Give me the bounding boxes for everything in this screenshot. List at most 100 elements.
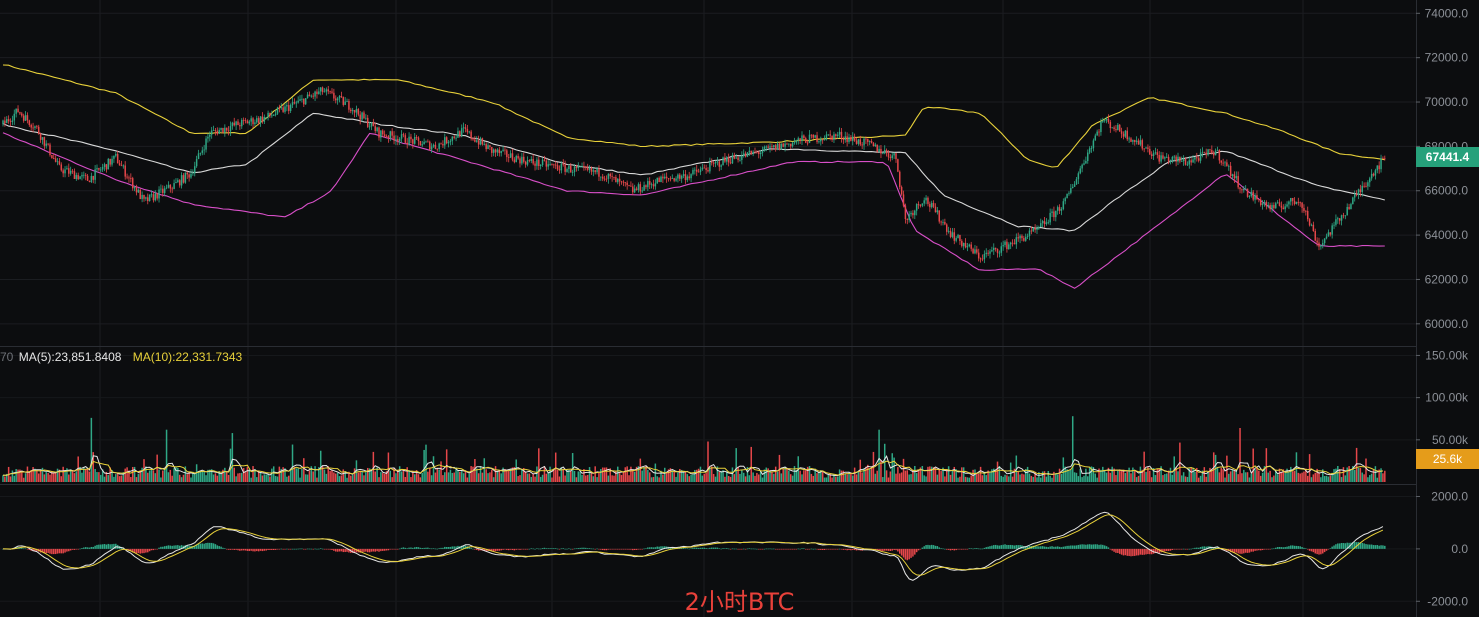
macd-hist-bar — [86, 547, 89, 549]
macd-hist-bar — [1100, 544, 1102, 549]
candle-body — [207, 136, 209, 139]
macd-hist-bar — [310, 548, 313, 550]
volume-bar — [562, 468, 564, 482]
macd-hist-bar — [393, 548, 395, 550]
candle-body — [904, 205, 907, 220]
candle-body — [453, 136, 455, 138]
candle-body — [957, 234, 959, 239]
volume-bar — [156, 454, 158, 482]
macd-hist-bar — [107, 543, 110, 549]
macd-hist-bar — [959, 548, 961, 550]
macd-hist-bar — [577, 548, 580, 549]
candle-body — [1167, 156, 1170, 162]
candle-body — [464, 127, 467, 130]
candle-body — [707, 170, 709, 172]
candle-body — [831, 135, 833, 141]
candle-body — [671, 178, 674, 179]
macd-hist-bar — [530, 548, 533, 550]
candle-body — [727, 157, 730, 163]
volume-bar — [361, 471, 363, 482]
volume-bar — [536, 466, 538, 482]
volume-bar — [1288, 471, 1290, 482]
candle-body — [936, 210, 939, 213]
macd-hist-bar — [248, 548, 251, 552]
volume-bar — [682, 472, 685, 482]
volume-bar — [750, 446, 752, 482]
macd-hist-bar — [1111, 548, 1113, 551]
macd-hist-bar — [269, 548, 271, 550]
macd-hist-bar — [1120, 548, 1123, 555]
macd-hist-bar — [876, 548, 878, 551]
candle-body — [1156, 152, 1159, 155]
candle-body — [528, 160, 531, 161]
candle-body — [838, 131, 841, 135]
volume-bar — [806, 466, 809, 482]
macd-hist-bar — [1171, 548, 1174, 551]
macd-hist-bar — [1212, 547, 1215, 549]
volume-bar — [90, 417, 93, 482]
candle-body — [545, 160, 548, 167]
volume-bar — [1237, 474, 1239, 482]
candle-body — [1229, 165, 1232, 177]
macd-hist-bar — [617, 548, 619, 550]
volume-bar — [893, 457, 895, 482]
volume-bar — [1094, 473, 1097, 482]
volume-bar — [729, 476, 732, 482]
macd-hist-bar — [1365, 544, 1367, 549]
candle-body — [340, 95, 343, 98]
volume-bar — [1109, 472, 1112, 482]
volume-bar — [336, 472, 339, 482]
volume-bar — [49, 474, 51, 482]
macd-hist-bar — [889, 548, 892, 551]
macd-hist-bar — [1288, 546, 1290, 549]
volume-bar — [498, 470, 501, 482]
candle-body — [201, 150, 204, 153]
volume-bar — [1370, 473, 1373, 482]
volume-bar — [66, 468, 68, 482]
volume-bar — [64, 470, 66, 482]
candle-body — [133, 186, 136, 189]
macd-hist-bar — [178, 545, 181, 549]
volume-bar — [765, 467, 768, 482]
volume-bar — [62, 466, 64, 482]
candle-body — [857, 139, 860, 144]
volume-bar — [648, 472, 651, 482]
volume-bar — [718, 472, 721, 482]
macd-hist-bar — [382, 548, 384, 551]
candle-body — [970, 244, 972, 249]
candle-body — [893, 153, 895, 156]
macd-hist-bar — [1066, 545, 1068, 549]
candle-body — [543, 159, 546, 161]
macd-hist-bar — [131, 548, 134, 553]
macd-hist-bar — [470, 547, 472, 549]
candle-body — [1053, 211, 1055, 218]
candle-body — [261, 116, 264, 122]
candle-body — [1171, 156, 1174, 160]
macd-hist-bar — [180, 545, 183, 549]
candle-body — [827, 134, 830, 136]
macd-hist-bar — [440, 547, 442, 549]
macd-hist-bar — [684, 548, 687, 550]
volume-bar — [938, 469, 940, 482]
volume-bar — [1124, 473, 1127, 482]
macd-hist-bar — [101, 544, 104, 549]
volume-bar — [36, 470, 38, 482]
volume-bar — [188, 471, 190, 482]
macd-hist-bar — [690, 548, 692, 550]
volume-bar — [68, 474, 70, 482]
volume-bar — [135, 477, 138, 482]
candle-body — [430, 146, 433, 150]
macd-hist-bar — [712, 547, 715, 549]
macd-hist-bar — [68, 548, 70, 552]
volume-bar — [69, 469, 72, 482]
volume-bar — [1325, 475, 1328, 482]
macd-hist-bar — [996, 545, 999, 549]
volume-bar — [946, 469, 948, 482]
candle-body — [946, 224, 948, 232]
candle-body — [1297, 201, 1300, 203]
volume-bar — [805, 470, 807, 482]
macd-hist-bar — [1338, 543, 1341, 549]
volume-bar — [17, 469, 19, 482]
macd-hist-bar — [1141, 548, 1144, 555]
macd-hist-bar — [83, 547, 85, 549]
